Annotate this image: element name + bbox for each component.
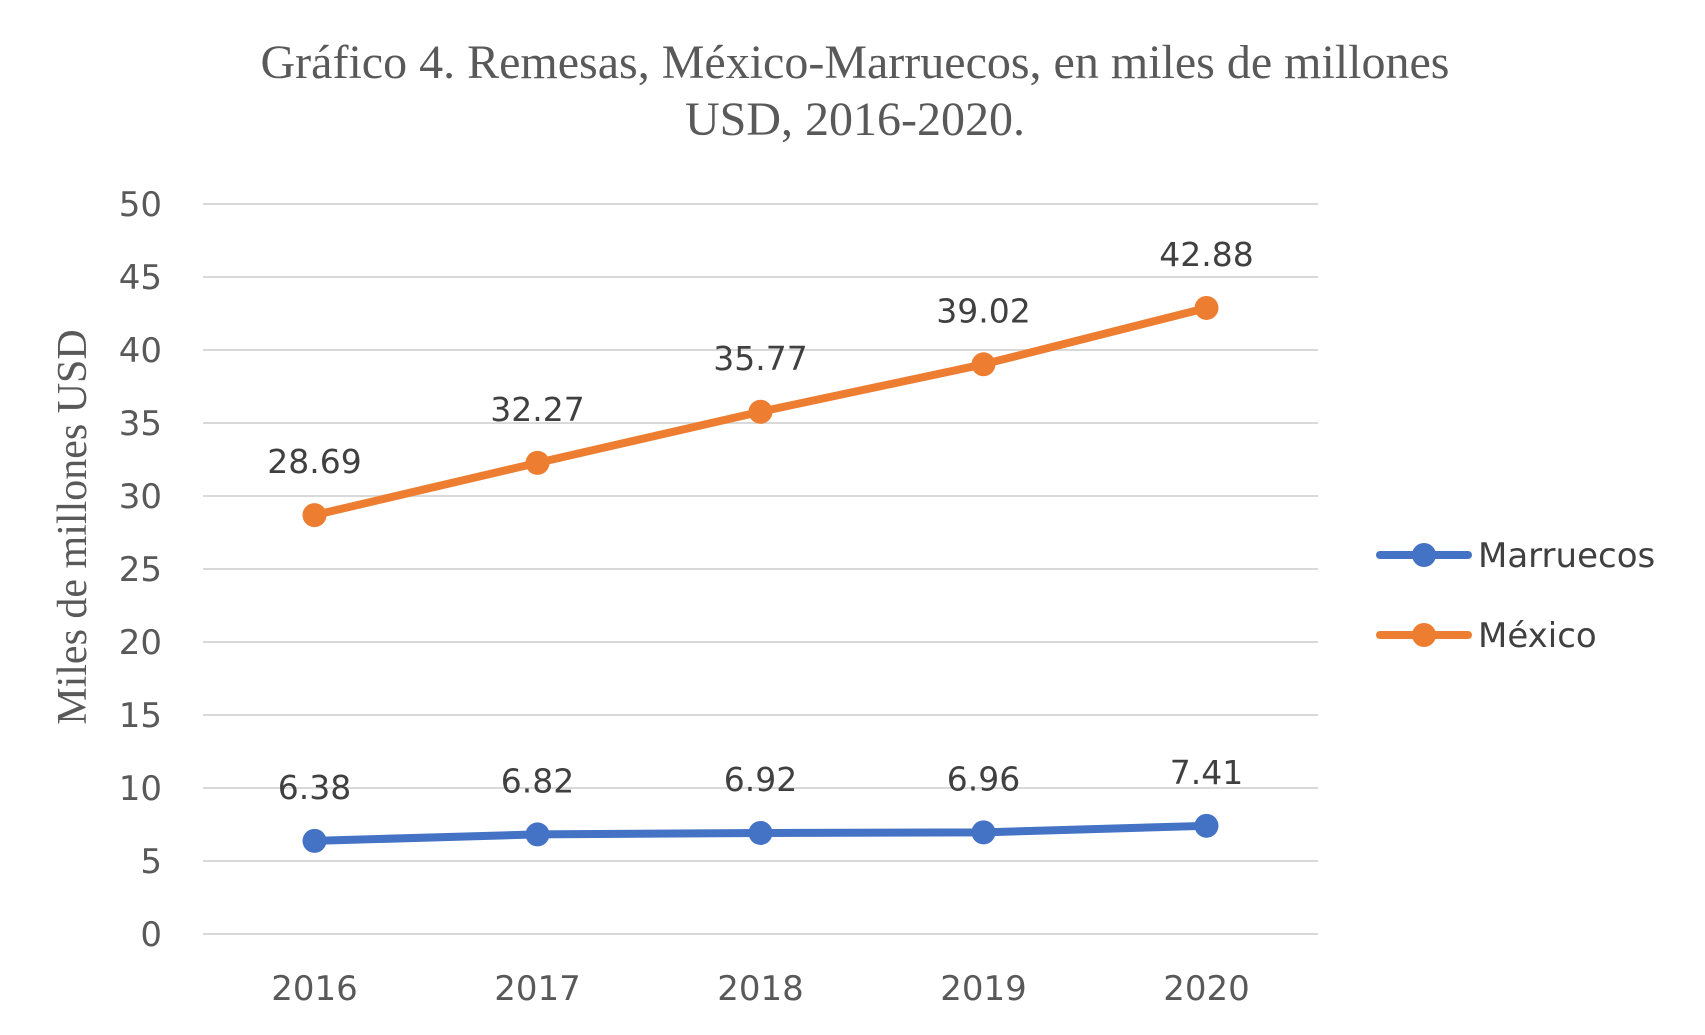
data-point-marruecos: [302, 828, 327, 853]
data-label-mexico: 32.27: [490, 390, 584, 429]
x-axis-ticks: 2016 2017 2018 2019 2020: [271, 969, 1250, 1009]
data-label-marruecos: 6.38: [278, 768, 351, 807]
legend: Marruecos México: [1376, 536, 1655, 656]
y-tick-label: 5: [140, 842, 162, 882]
chart-title-line-2: USD, 2016-2020.: [685, 93, 1025, 146]
data-labels: 6.38 6.82 6.92 6.96 7.41 28.69 32.27 35.77 39.02…: [267, 235, 1253, 807]
legend-item-marruecos: Marruecos: [1376, 536, 1655, 576]
data-label-mexico: 42.88: [1159, 235, 1253, 274]
data-label-marruecos: 7.41: [1170, 753, 1243, 792]
data-point-mexico: [748, 399, 773, 424]
y-tick-label: 0: [140, 915, 162, 955]
data-label-mexico: 35.77: [713, 339, 807, 378]
y-tick-label: 30: [119, 477, 162, 517]
y-tick-label: 45: [119, 258, 162, 298]
legend-label: Marruecos: [1478, 536, 1655, 576]
data-label-marruecos: 6.96: [947, 759, 1020, 798]
data-label-mexico: 28.69: [267, 442, 361, 481]
y-tick-label: 50: [119, 185, 162, 225]
y-tick-label: 40: [119, 331, 162, 371]
data-label-marruecos: 6.92: [724, 760, 797, 799]
y-tick-label: 35: [119, 404, 162, 444]
data-point-marruecos: [748, 820, 773, 845]
y-axis-label: Miles de millones USD: [50, 329, 96, 725]
x-tick-label: 2018: [717, 969, 804, 1009]
data-label-mexico: 39.02: [936, 291, 1030, 330]
x-tick-label: 2017: [494, 969, 581, 1009]
data-point-mexico: [1194, 295, 1219, 320]
legend-label: México: [1478, 616, 1597, 656]
x-tick-label: 2016: [271, 969, 358, 1009]
chart-title: Gráfico 4. Remesas, México-Marruecos, en…: [261, 36, 1450, 146]
data-point-marruecos: [525, 822, 550, 847]
chart-title-line-1: Gráfico 4. Remesas, México-Marruecos, en…: [261, 36, 1450, 89]
legend-swatch-marker: [1412, 543, 1436, 567]
series-marruecos: [302, 813, 1219, 853]
data-point-mexico: [971, 352, 996, 377]
x-tick-label: 2019: [940, 969, 1027, 1009]
data-point-marruecos: [1194, 813, 1219, 838]
y-tick-label: 25: [119, 550, 162, 590]
y-tick-label: 15: [119, 696, 162, 736]
series-mexico: [302, 295, 1219, 528]
data-point-mexico: [525, 450, 550, 475]
legend-swatch-marker: [1412, 623, 1436, 647]
y-axis-ticks: 0 5 10 15 20 25 30 35 40 45 50: [119, 185, 162, 955]
series-layer: [302, 295, 1219, 853]
legend-item-mexico: México: [1376, 616, 1597, 656]
data-point-marruecos: [971, 820, 996, 845]
y-tick-label: 10: [119, 769, 162, 809]
data-point-mexico: [302, 503, 327, 528]
x-tick-label: 2020: [1163, 969, 1250, 1009]
y-tick-label: 20: [119, 623, 162, 663]
data-label-marruecos: 6.82: [501, 761, 574, 800]
